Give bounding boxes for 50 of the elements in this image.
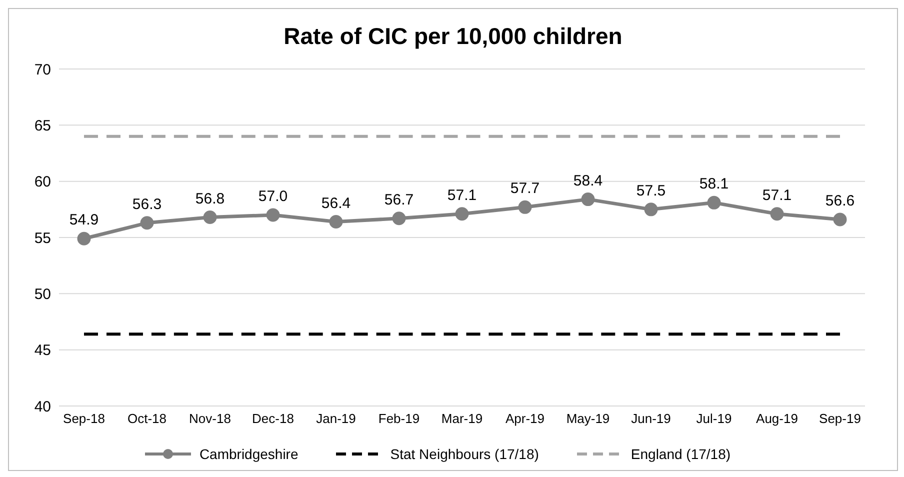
point [518, 200, 532, 214]
x-tick-label: Nov-18 [189, 411, 231, 426]
point [140, 216, 154, 230]
data-label: 57.5 [636, 182, 666, 200]
data-label: 54.9 [69, 212, 99, 229]
data-label: 57.7 [510, 180, 540, 198]
y-tick-label: 45 [34, 342, 51, 360]
data-label: 56.8 [195, 190, 225, 208]
point [266, 208, 280, 222]
point [329, 215, 343, 229]
x-tick-label: Jun-19 [631, 411, 671, 426]
x-tick-label: Jan-19 [316, 411, 356, 426]
data-label: 57.1 [447, 186, 477, 204]
data-label: 56.6 [825, 192, 855, 210]
data-label: 57.0 [258, 188, 288, 206]
point [770, 207, 784, 221]
point [392, 212, 406, 226]
data-label: 58.4 [573, 172, 603, 190]
point [203, 210, 217, 224]
data-label: 56.4 [321, 194, 351, 212]
point [455, 207, 469, 221]
data-label: 58.1 [699, 176, 729, 193]
x-tick-label: Aug-19 [756, 411, 798, 426]
x-tick-label: Jul-19 [696, 411, 732, 426]
x-tick-label: Apr-19 [505, 411, 545, 426]
point [77, 232, 91, 246]
point [833, 212, 847, 226]
point [707, 196, 721, 210]
data-label: 57.1 [762, 186, 792, 204]
x-tick-label: Dec-18 [252, 411, 294, 426]
x-tick-label: Feb-19 [378, 411, 420, 426]
point [581, 192, 595, 206]
legend-label: Cambridgeshire [199, 446, 298, 462]
y-tick-label: 50 [34, 286, 51, 303]
y-tick-label: 40 [34, 398, 51, 416]
y-tick-label: 70 [34, 61, 51, 78]
y-tick-label: 65 [34, 117, 51, 134]
x-tick-label: Sep-18 [63, 411, 105, 426]
point [644, 202, 658, 216]
x-tick-label: Sep-19 [819, 411, 861, 426]
chart-title: Rate of CIC per 10,000 children [282, 22, 624, 51]
x-tick-label: Oct-18 [127, 411, 167, 426]
data-label: 56.3 [132, 196, 162, 213]
y-tick-label: 60 [34, 174, 51, 191]
data-label: 56.7 [384, 191, 414, 208]
x-tick-label: May-19 [566, 411, 610, 426]
legend-label: England (17/18) [630, 446, 731, 462]
legend-label: Stat Neighbours (17/18) [390, 446, 539, 462]
x-tick-label: Mar-19 [441, 411, 483, 426]
y-tick-label: 55 [34, 230, 51, 247]
